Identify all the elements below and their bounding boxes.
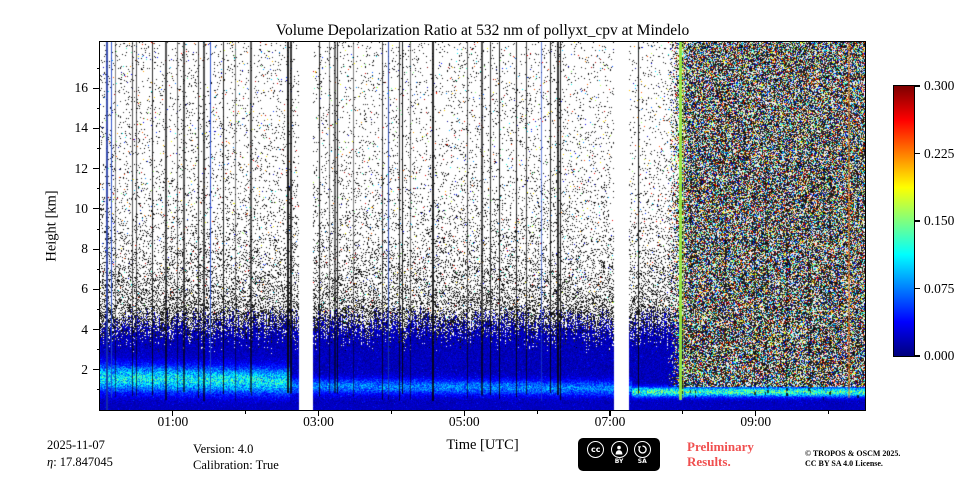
- y-minor-tick: [96, 349, 100, 351]
- colorbar-tick: [915, 287, 920, 290]
- y-tick-label: 8: [81, 241, 88, 257]
- y-tick-label: 14: [74, 120, 89, 136]
- y-tick: [93, 369, 100, 371]
- y-tick-label: 16: [74, 80, 89, 96]
- x-tick: [463, 410, 465, 416]
- preliminary-note: Preliminary Results.: [687, 439, 754, 469]
- y-tick: [93, 288, 100, 290]
- by-label: BY: [614, 458, 624, 465]
- eta-value: : 17.847045: [53, 455, 113, 469]
- x-tick-label: 05:00: [448, 414, 480, 429]
- x-tick: [609, 410, 611, 416]
- version-label: Version: 4.0: [193, 442, 254, 456]
- plot-area: [99, 41, 866, 411]
- by-mark: BY: [610, 441, 628, 465]
- depolarization-heatmap-canvas: [100, 42, 865, 410]
- colorbar-tick-label: 0.225: [924, 145, 955, 161]
- calibration-label: Calibration: True: [193, 458, 279, 472]
- y-tick: [93, 248, 100, 250]
- colorbar-tick-label: 0.300: [924, 78, 955, 93]
- y-minor-tick: [96, 268, 100, 270]
- sa-label: SA: [637, 458, 647, 465]
- colorbar-tick: [915, 85, 920, 87]
- y-axis-label: Height [km]: [43, 190, 60, 262]
- colorbar: [893, 85, 915, 357]
- x-tick-label: 01:00: [157, 414, 189, 429]
- colorbar-tick: [915, 355, 920, 357]
- x-minor-tick: [390, 410, 392, 414]
- plot-title: Volume Depolarization Ratio at 532 nm of…: [275, 22, 690, 39]
- y-tick-label: 2: [81, 361, 88, 377]
- y-minor-tick: [96, 67, 100, 69]
- eta-label: η: 17.847045: [47, 455, 113, 470]
- y-tick: [93, 328, 100, 331]
- x-minor-tick: [536, 410, 538, 414]
- x-minor-tick: [828, 410, 830, 414]
- y-minor-tick: [96, 188, 100, 190]
- y-tick: [93, 127, 100, 130]
- date-label: 2025-11-07: [47, 438, 105, 452]
- x-minor-tick: [682, 410, 684, 414]
- y-tick: [93, 168, 100, 170]
- by-person-icon: [610, 441, 628, 458]
- y-minor-tick: [96, 148, 100, 150]
- copyright-note: © TROPOS & OSCM 2025. CC BY SA 4.0 Licen…: [805, 449, 901, 468]
- x-axis-label: Time [UTC]: [446, 437, 519, 453]
- x-tick: [317, 410, 320, 416]
- y-tick: [93, 208, 100, 210]
- y-tick-label: 6: [81, 281, 88, 297]
- x-tick-label: 09:00: [740, 414, 772, 429]
- colorbar-tick-label: 0.000: [924, 348, 955, 363]
- colorbar-tick: [915, 220, 920, 222]
- cc-license-badge: cc BY SA: [578, 438, 660, 471]
- y-minor-tick: [96, 308, 100, 310]
- y-minor-tick: [96, 228, 100, 230]
- cc-icon: cc: [587, 441, 605, 458]
- x-minor-tick: [245, 410, 247, 414]
- y-minor-tick: [96, 389, 100, 391]
- y-tick-label: 10: [74, 200, 89, 216]
- y-tick-label: 12: [74, 160, 89, 176]
- y-tick-label: 4: [81, 321, 88, 337]
- y-minor-tick: [96, 107, 100, 109]
- x-tick-label: 03:00: [303, 414, 334, 429]
- y-tick: [93, 87, 100, 89]
- eta-symbol: η: [47, 455, 54, 469]
- x-tick: [755, 410, 757, 416]
- colorbar-tick-label: 0.150: [924, 213, 955, 228]
- sa-arrow-icon: [633, 441, 651, 458]
- cc-mark: cc: [587, 441, 605, 465]
- x-tick: [172, 410, 174, 416]
- colorbar-tick-label: 0.075: [924, 280, 955, 296]
- colorbar-tick: [915, 152, 920, 155]
- sa-mark: SA: [633, 441, 651, 465]
- x-tick-label: 07:00: [594, 414, 626, 429]
